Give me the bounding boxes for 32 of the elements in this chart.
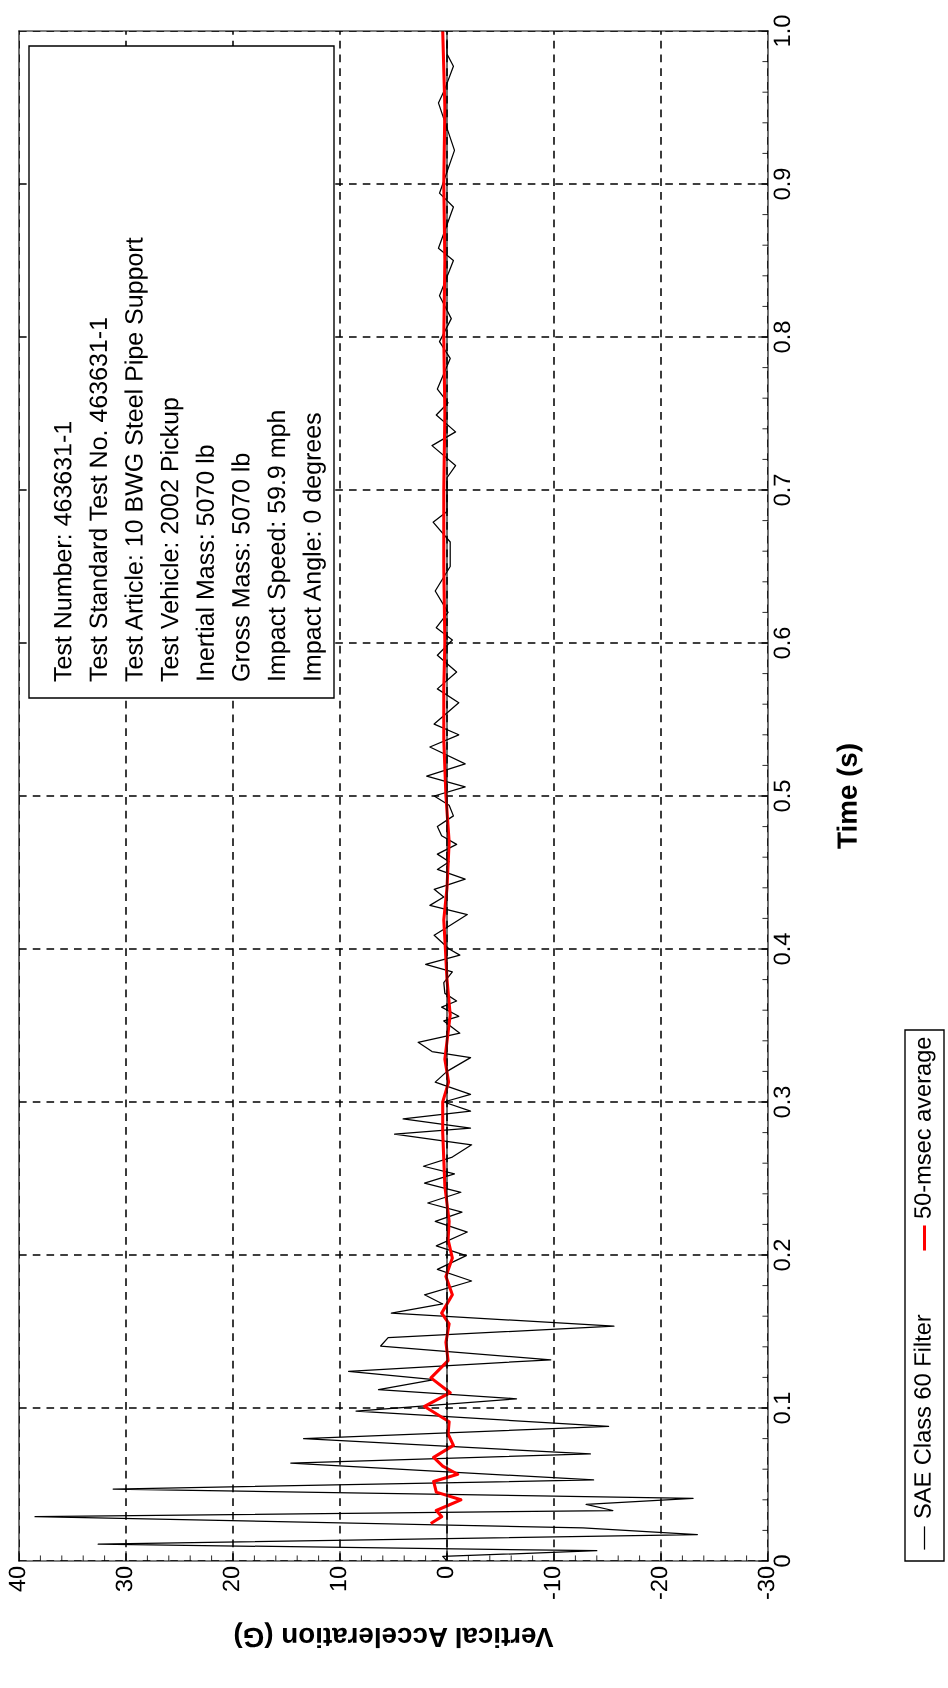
annotation: Test Standard Test No. 463631-1 (88, 318, 108, 682)
annotation: Test Number: 463631-1 (53, 421, 72, 682)
y-tick-label: 0.3 (773, 1086, 791, 1118)
annotation: Test Article: 10 BWG Steel Pipe Support (124, 237, 148, 682)
annotation: Gross Mass: 5070 lb (231, 453, 250, 681)
y-tick-label: 0.5 (773, 780, 791, 812)
y-axis-title: Time (s) (836, 744, 863, 849)
line-series (423, 31, 463, 1525)
y-tick-label: 0 (773, 1555, 791, 1567)
x-tick-label: 0 (436, 1566, 454, 1579)
x-tick-label: -20 (650, 1566, 668, 1599)
y-tick-label: 0.1 (773, 1392, 791, 1424)
x-tick-label: 20 (222, 1566, 240, 1591)
y-tick-label: 0.8 (773, 321, 791, 353)
x-tick-label: 10 (329, 1566, 347, 1591)
y-tick-label: 0.9 (773, 168, 791, 200)
x-axis-title: Vertical Acceleration (G) (234, 1622, 554, 1649)
y-tick-label: 0.6 (773, 627, 791, 659)
x-tick-label: 30 (115, 1566, 133, 1592)
annotation: Test Vehicle: 2002 Pickup (160, 398, 184, 682)
x-tick-label: -30 (757, 1566, 775, 1599)
annotation: Impact Speed: 59.9 mph (266, 411, 291, 680)
y-tick-label: 0.7 (773, 474, 791, 506)
y-tick-label: 0.2 (773, 1239, 791, 1271)
text: SAE Class 60 Filter (913, 1314, 931, 1518)
x-tick-label: -10 (543, 1566, 561, 1599)
annotation: Impact Angle: 0 degrees (302, 413, 326, 680)
y-tick-label: 1.0 (773, 15, 791, 46)
x-tick-label: 40 (8, 1566, 26, 1592)
y-tick-label: 0.4 (773, 933, 791, 965)
text: 50-msec average (914, 1037, 936, 1219)
annotation: Inertial Mass: 5070 lb (195, 445, 215, 680)
